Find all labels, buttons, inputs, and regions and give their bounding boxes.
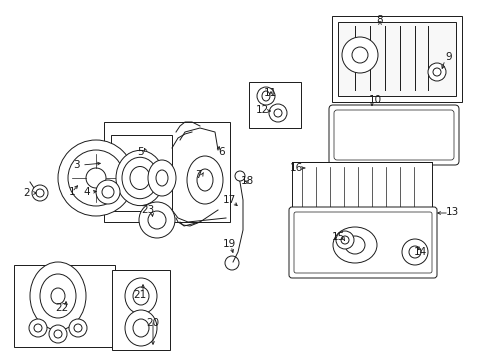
Text: 19: 19	[222, 239, 235, 249]
Ellipse shape	[30, 262, 86, 330]
Ellipse shape	[257, 87, 274, 105]
Ellipse shape	[125, 278, 157, 314]
Ellipse shape	[186, 156, 223, 204]
Ellipse shape	[268, 104, 286, 122]
Text: 21: 21	[133, 290, 146, 300]
Ellipse shape	[401, 239, 427, 265]
Ellipse shape	[341, 37, 377, 73]
Text: 10: 10	[367, 95, 381, 105]
FancyBboxPatch shape	[328, 105, 458, 165]
Ellipse shape	[32, 185, 48, 201]
Text: 12: 12	[255, 105, 268, 115]
Bar	[331, 16, 461, 102]
Text: 18: 18	[240, 176, 253, 186]
Text: 23: 23	[141, 205, 154, 215]
Ellipse shape	[125, 310, 157, 346]
Text: 2: 2	[23, 188, 30, 198]
Text: 15: 15	[331, 232, 344, 242]
Text: 5: 5	[137, 147, 143, 157]
Text: 11: 11	[263, 88, 276, 98]
Ellipse shape	[96, 180, 120, 204]
Ellipse shape	[49, 325, 67, 343]
Bar	[104, 122, 229, 222]
Text: 9: 9	[445, 52, 451, 62]
Ellipse shape	[148, 160, 176, 196]
Text: 14: 14	[412, 247, 426, 257]
Bar	[111, 135, 172, 211]
Text: 13: 13	[445, 207, 458, 217]
Text: 4: 4	[83, 187, 90, 197]
Ellipse shape	[235, 171, 244, 181]
Text: 22: 22	[55, 303, 68, 313]
Ellipse shape	[335, 231, 353, 249]
Ellipse shape	[139, 202, 175, 238]
Text: 1: 1	[68, 187, 75, 197]
Text: 17: 17	[222, 195, 235, 205]
Bar	[248, 82, 301, 128]
Text: 6: 6	[218, 147, 225, 157]
Bar	[291, 162, 431, 264]
Bar	[337, 22, 455, 96]
Text: 7: 7	[194, 170, 201, 180]
Ellipse shape	[116, 150, 163, 206]
Ellipse shape	[29, 319, 47, 337]
Bar	[112, 270, 170, 350]
Ellipse shape	[58, 140, 134, 216]
Text: 3: 3	[73, 160, 79, 170]
Text: 8: 8	[376, 15, 383, 25]
FancyBboxPatch shape	[288, 207, 436, 278]
Bar	[14, 265, 115, 347]
Ellipse shape	[332, 227, 376, 263]
Ellipse shape	[69, 319, 87, 337]
Ellipse shape	[427, 63, 445, 81]
Text: 16: 16	[289, 163, 302, 173]
Text: 20: 20	[146, 318, 159, 328]
